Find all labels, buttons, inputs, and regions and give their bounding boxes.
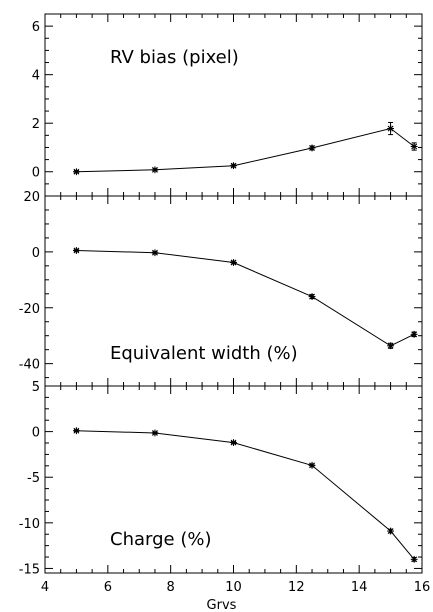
panel-annotation: RV bias (pixel) bbox=[110, 47, 239, 68]
data-point bbox=[308, 144, 316, 152]
panel-frame bbox=[44, 385, 423, 574]
x-tick-label: 6 bbox=[104, 580, 112, 595]
y-tick-label: -5 bbox=[27, 471, 40, 486]
panel-2: -40 -20 0 20 Equivalent width (%) bbox=[19, 190, 423, 387]
data-point bbox=[387, 342, 394, 350]
panel-annotation: Equivalent width (%) bbox=[110, 343, 298, 364]
x-tick-label: 10 bbox=[225, 580, 242, 595]
y-tick-label: -10 bbox=[19, 517, 40, 532]
data-point bbox=[410, 555, 418, 563]
y-tick-label: 0 bbox=[32, 426, 40, 441]
data-point bbox=[230, 162, 237, 170]
panel-3: -15 -10 -5 0 5 Charge (%) bbox=[19, 380, 423, 577]
y-tick-label: 2 bbox=[32, 117, 40, 132]
y-tick-label: -15 bbox=[19, 562, 40, 577]
data-point bbox=[387, 125, 394, 132]
y-tick-label: -40 bbox=[19, 358, 40, 373]
series-line bbox=[76, 430, 415, 560]
y-tick-label: -20 bbox=[19, 302, 40, 317]
x-tick-label: 14 bbox=[351, 580, 368, 595]
x-tick-label: 8 bbox=[167, 580, 175, 595]
x-tick-label: 4 bbox=[41, 580, 49, 595]
data-point bbox=[151, 429, 159, 437]
data-point bbox=[230, 259, 237, 266]
data-point bbox=[73, 247, 80, 254]
data-point bbox=[387, 527, 394, 535]
data-point bbox=[410, 143, 418, 150]
data-point bbox=[230, 439, 237, 446]
data-point bbox=[73, 427, 80, 435]
y-tick-label: 0 bbox=[32, 246, 40, 261]
panel-annotation: Charge (%) bbox=[110, 529, 211, 550]
x-axis-label: Grvs bbox=[207, 598, 237, 612]
series-line bbox=[76, 127, 415, 173]
y-tick-label: 4 bbox=[32, 69, 40, 84]
x-tick-label: 12 bbox=[288, 580, 305, 595]
data-point bbox=[308, 461, 316, 469]
data-point bbox=[151, 166, 159, 174]
x-tick-label: 16 bbox=[414, 580, 431, 595]
data-point bbox=[151, 249, 159, 257]
y-tick-label: 6 bbox=[32, 20, 40, 35]
y-tick-label: 5 bbox=[32, 380, 40, 395]
data-point bbox=[73, 168, 80, 176]
series-line bbox=[76, 250, 415, 347]
y-tick-label: 20 bbox=[23, 190, 40, 205]
panel-1: 0 2 4 6 RV bias (pixel) bbox=[32, 13, 423, 197]
y-tick-label: 0 bbox=[32, 166, 40, 181]
panels: 0 2 4 6 RV bias (pixel) -40 -20 0 20 Equivalent w… bbox=[19, 13, 431, 595]
data-point bbox=[410, 330, 418, 338]
data-point bbox=[308, 293, 316, 300]
